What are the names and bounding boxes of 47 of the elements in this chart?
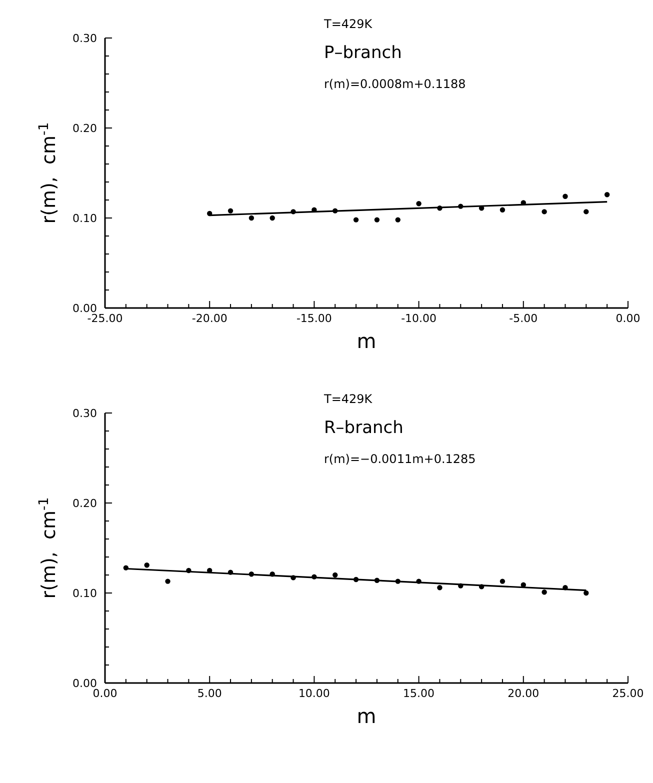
y-tick-label: 0.10: [72, 586, 97, 600]
x-tick-label: -25.00: [87, 312, 123, 325]
point: [165, 578, 170, 584]
x-tick-label: 15.00: [403, 687, 435, 700]
text: T=429K: [323, 17, 374, 31]
x-tick-label: -15.00: [296, 312, 332, 325]
y-tick-label: 0.00: [72, 676, 97, 690]
x-tick-label: 0.00: [92, 687, 118, 700]
annotation: P–branch: [324, 43, 402, 63]
point: [500, 578, 506, 584]
x-tick-label: -20.00: [192, 312, 228, 325]
y-tick-label: 0.10: [72, 212, 97, 225]
point: [542, 590, 547, 595]
x-tick-label: -5.00: [509, 312, 538, 325]
point: [270, 215, 275, 221]
x-tick-label: -10.00: [401, 312, 437, 325]
point: [604, 192, 610, 198]
x-tick-label: 25.00: [612, 687, 644, 700]
x-tick-label: 5.00: [197, 687, 222, 700]
point: [562, 194, 568, 199]
point: [248, 215, 254, 221]
point: [584, 590, 589, 596]
x-tick-label: 0.00: [616, 312, 640, 325]
y-tick-label: 0.00: [72, 302, 97, 315]
annotation: R–branch: [324, 418, 404, 438]
point: [332, 572, 338, 578]
y-tick-label: 0.30: [72, 32, 97, 45]
annotation: r(m)=0.0008m+0.1188: [324, 77, 466, 91]
point: [584, 209, 589, 214]
annotation: r(m)=−0.0011m+0.1285: [324, 452, 476, 466]
point: [374, 217, 380, 222]
point: [144, 562, 150, 568]
point: [437, 585, 442, 590]
y-tick-label: 0.30: [72, 406, 97, 420]
y-tick-label: 0.20: [72, 122, 97, 135]
x-tick-label: 10.00: [298, 687, 330, 700]
point: [416, 201, 422, 206]
x-axis-title: m: [356, 329, 376, 353]
point: [542, 209, 547, 214]
x-axis-title: m: [356, 704, 376, 728]
text: T=429K: [323, 392, 374, 406]
point: [228, 208, 234, 214]
point: [395, 217, 400, 222]
point: [500, 207, 506, 212]
x-tick-label: 20.00: [508, 687, 540, 700]
y-tick-label: 0.20: [72, 496, 97, 510]
point: [353, 217, 359, 222]
